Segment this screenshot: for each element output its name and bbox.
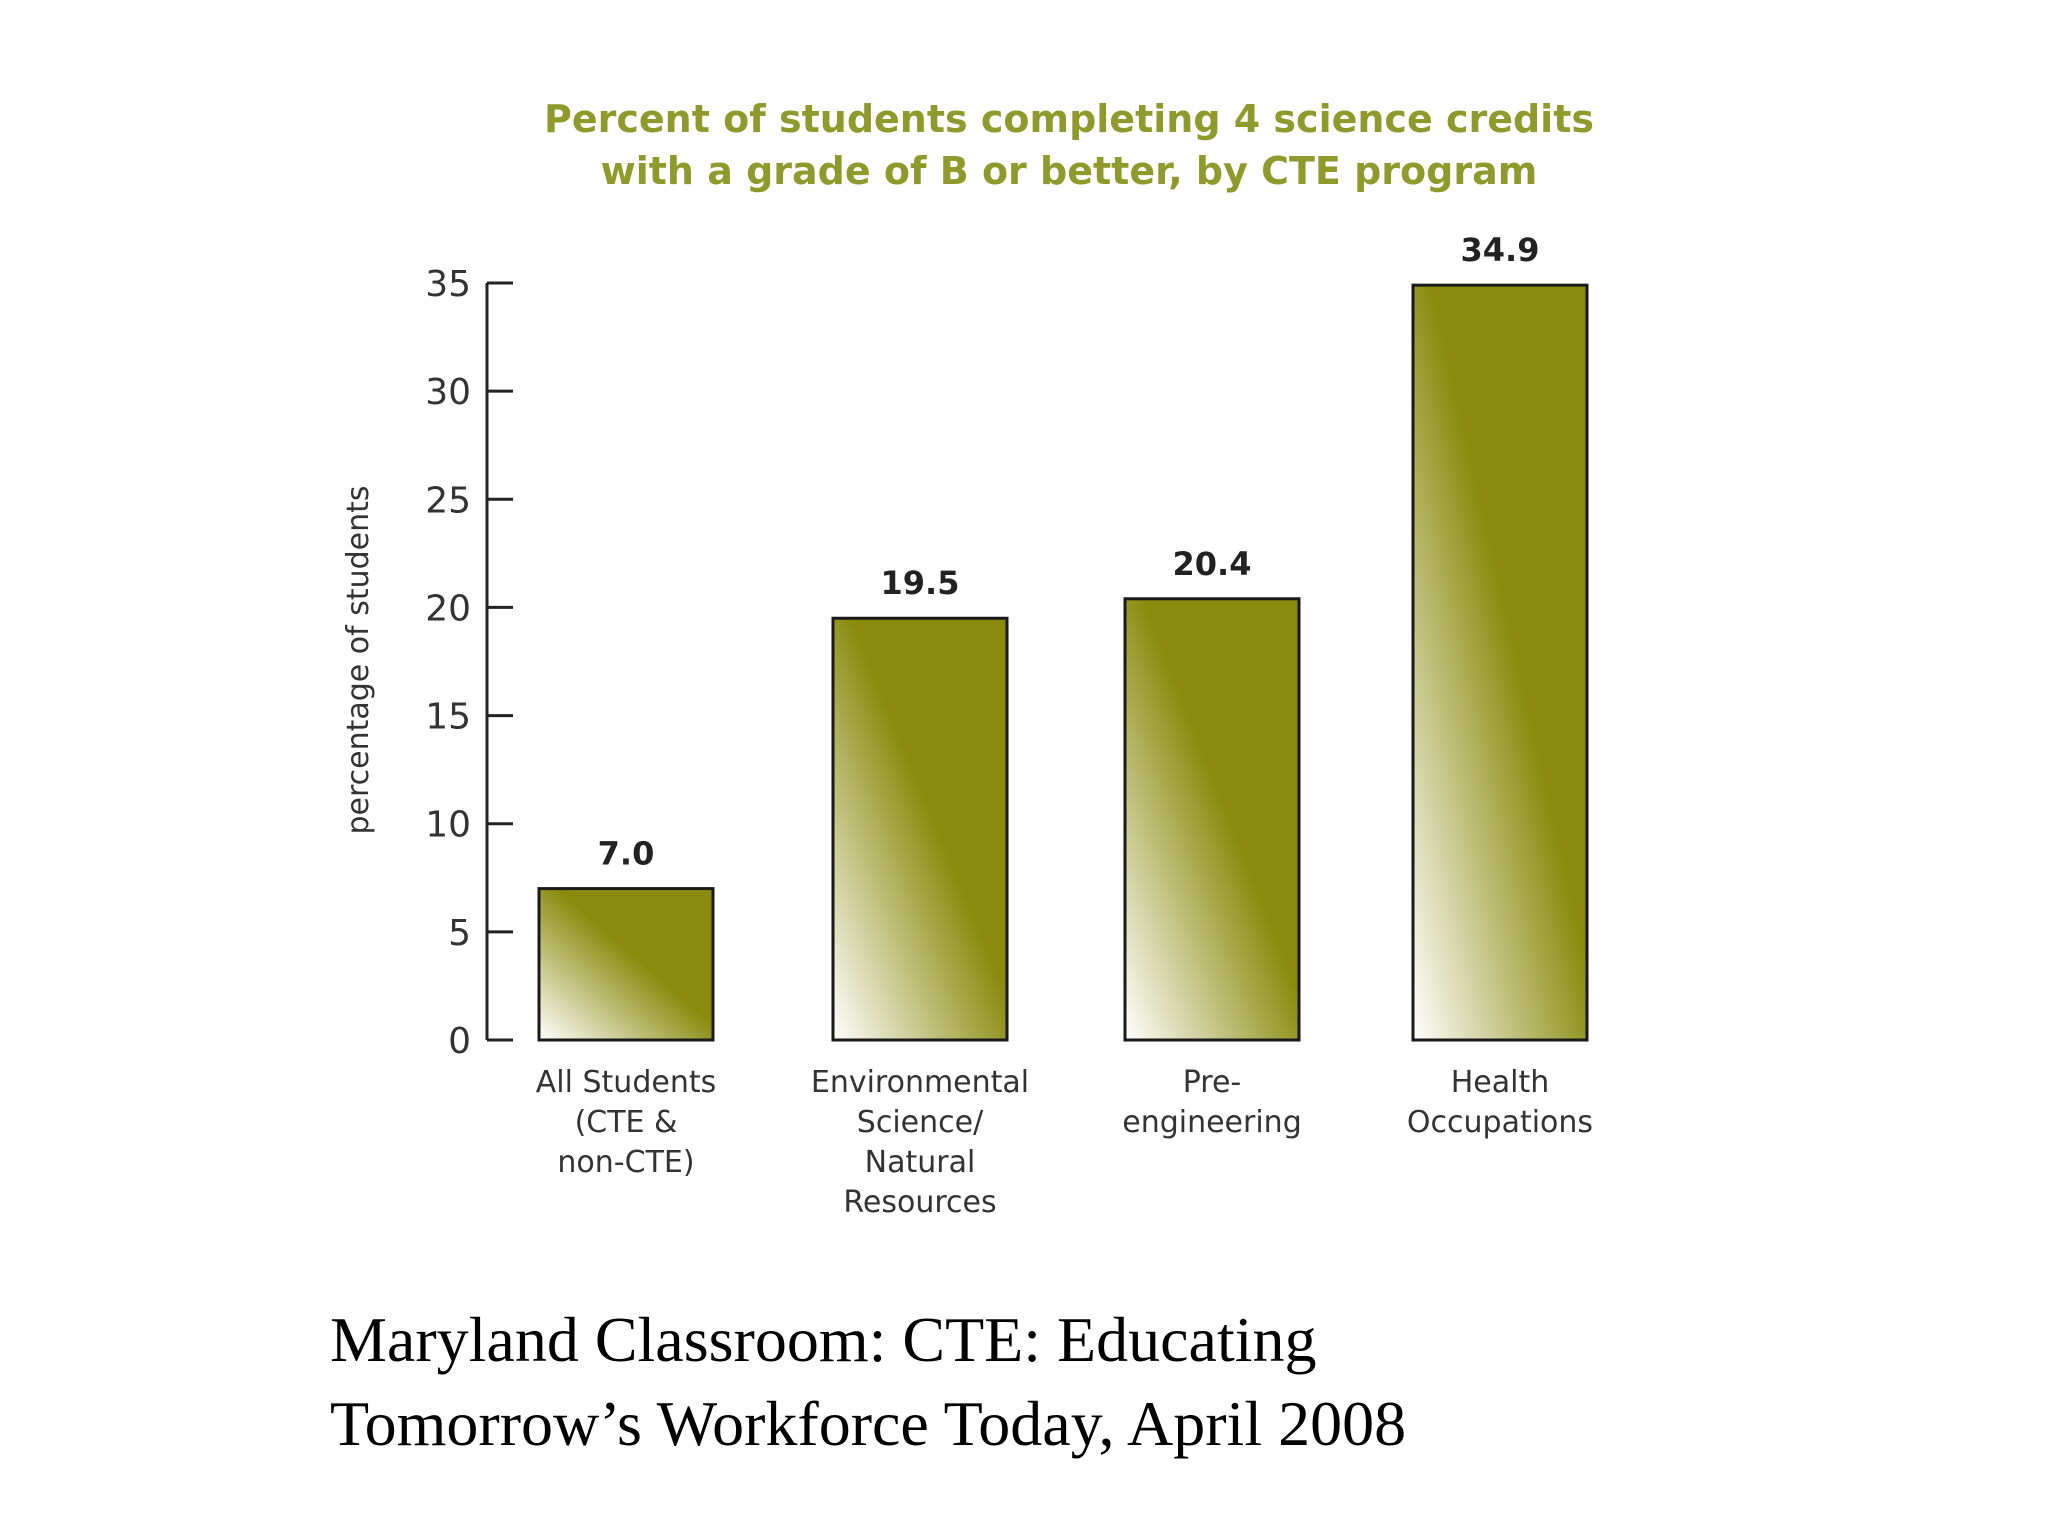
- bars: [537, 283, 1589, 1042]
- y-tick-label: 5: [448, 913, 471, 954]
- x-category-label: Science/: [857, 1105, 984, 1140]
- x-category-label: Resources: [843, 1185, 996, 1220]
- category-labels: All Students (CTE & non-CTE) Environmental S…: [536, 1065, 1593, 1220]
- y-axis: 0 5 10 15 20 25 30 35: [425, 264, 513, 1062]
- y-axis-label: percentage of students: [341, 485, 376, 834]
- y-tick-label: 25: [425, 480, 471, 521]
- x-category-label: Occupations: [1407, 1105, 1593, 1140]
- value-labels: 7.0 19.5 20.4 34.9: [598, 231, 1540, 872]
- y-tick-label: 15: [425, 697, 471, 738]
- y-tick-label: 0: [448, 1021, 471, 1062]
- chart-title: Percent of students completing 4 science…: [544, 97, 1594, 193]
- bar: [1411, 283, 1589, 1042]
- y-tick-label: 30: [425, 372, 471, 413]
- x-category-label: (CTE &: [575, 1105, 678, 1140]
- y-axis-title: percentage of students: [341, 485, 376, 834]
- x-category-label: Pre-: [1183, 1065, 1242, 1100]
- bar-value-label: 20.4: [1173, 545, 1252, 583]
- bar-value-label: 7.0: [598, 835, 655, 873]
- x-category-label: Health: [1451, 1065, 1550, 1100]
- source-caption: Maryland Classroom: CTE: Educating Tomor…: [330, 1298, 1730, 1466]
- x-category-label: engineering: [1122, 1105, 1302, 1140]
- y-tick-label: 35: [425, 264, 471, 305]
- bar-value-label: 34.9: [1461, 231, 1540, 269]
- chart-title-line: with a grade of B or better, by CTE prog…: [601, 149, 1538, 193]
- chart-title-line: Percent of students completing 4 science…: [544, 97, 1594, 141]
- caption-line-1: Maryland Classroom: CTE: Educating: [330, 1304, 1317, 1375]
- bar: [1123, 597, 1301, 1042]
- y-tick-label: 20: [425, 588, 471, 629]
- caption-line-2: Tomorrow’s Workforce Today, April 2008: [330, 1388, 1407, 1459]
- chart: Percent of students completing 4 science…: [341, 97, 1594, 1220]
- bar: [537, 887, 715, 1042]
- bar-value-label: 19.5: [881, 564, 960, 602]
- bar: [831, 616, 1009, 1042]
- x-category-label: Environmental: [811, 1065, 1029, 1100]
- x-category-label: All Students: [536, 1065, 716, 1100]
- x-category-label: non-CTE): [557, 1145, 694, 1180]
- y-tick-label: 10: [425, 805, 471, 846]
- x-category-label: Natural: [865, 1145, 976, 1180]
